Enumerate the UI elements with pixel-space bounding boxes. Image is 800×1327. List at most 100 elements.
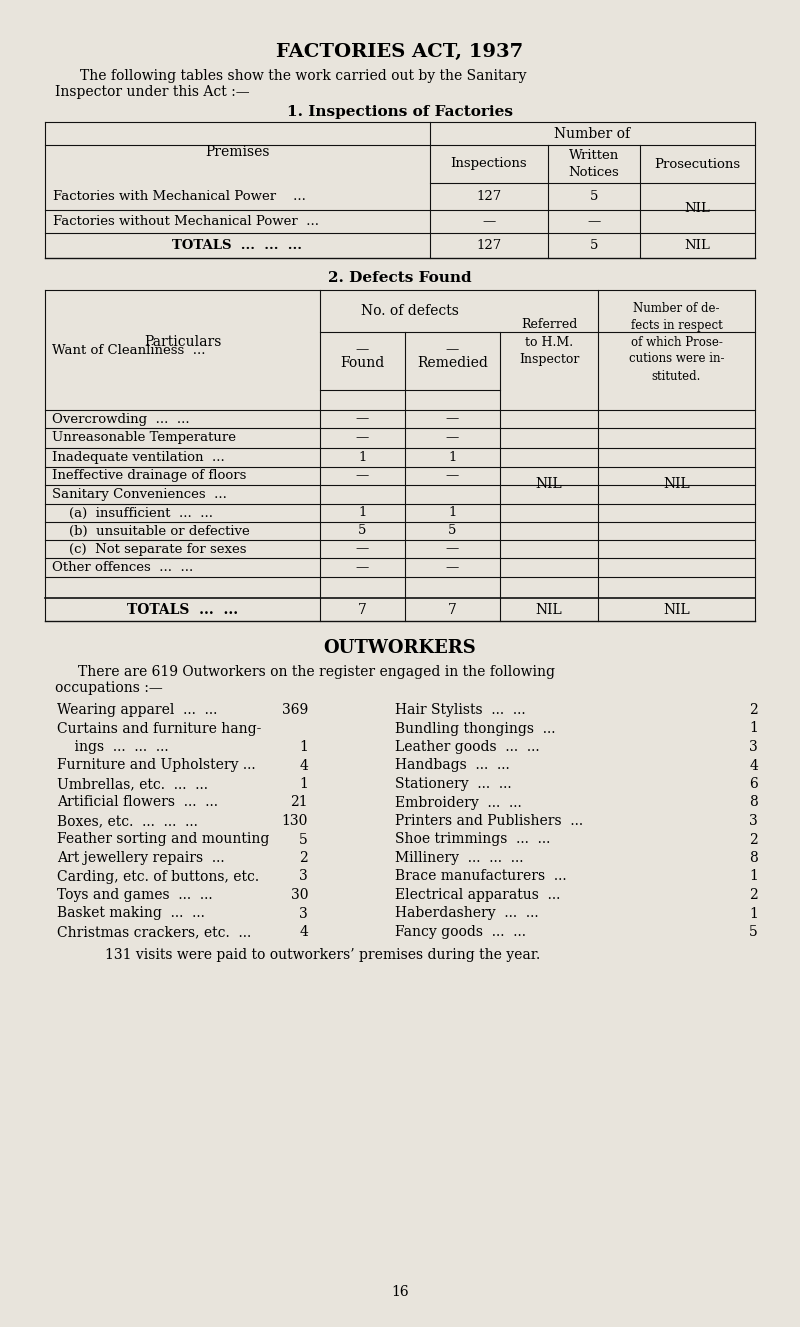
Text: 4: 4 xyxy=(749,759,758,772)
Text: Wearing apparel  ...  ...: Wearing apparel ... ... xyxy=(57,703,218,717)
Text: 4: 4 xyxy=(299,925,308,940)
Text: Toys and games  ...  ...: Toys and games ... ... xyxy=(57,888,213,902)
Text: —: — xyxy=(446,543,459,556)
Text: 5: 5 xyxy=(299,832,308,847)
Text: 1: 1 xyxy=(749,906,758,921)
Text: Factories without Mechanical Power  ...: Factories without Mechanical Power ... xyxy=(53,215,319,228)
Text: NIL: NIL xyxy=(685,202,710,215)
Text: 2: 2 xyxy=(299,851,308,865)
Text: Handbags  ...  ...: Handbags ... ... xyxy=(395,759,510,772)
Text: Curtains and furniture hang-: Curtains and furniture hang- xyxy=(57,722,262,735)
Text: Unreasonable Temperature: Unreasonable Temperature xyxy=(52,431,236,445)
Text: Bundling thongings  ...: Bundling thongings ... xyxy=(395,722,555,735)
Text: Artificial flowers  ...  ...: Artificial flowers ... ... xyxy=(57,795,218,809)
Text: NIL: NIL xyxy=(663,602,690,617)
Text: 5: 5 xyxy=(590,239,598,252)
Text: 4: 4 xyxy=(299,759,308,772)
Text: 3: 3 xyxy=(750,813,758,828)
Text: 16: 16 xyxy=(391,1285,409,1299)
Text: (b)  unsuitable or defective: (b) unsuitable or defective xyxy=(52,524,250,537)
Text: FACTORIES ACT, 1937: FACTORIES ACT, 1937 xyxy=(277,42,523,61)
Text: Factories with Mechanical Power    ...: Factories with Mechanical Power ... xyxy=(53,190,306,203)
Text: NIL: NIL xyxy=(536,602,562,617)
Text: Art jewellery repairs  ...: Art jewellery repairs ... xyxy=(57,851,225,865)
Text: 1. Inspections of Factories: 1. Inspections of Factories xyxy=(287,105,513,119)
Text: —: — xyxy=(356,561,369,575)
Text: Brace manufacturers  ...: Brace manufacturers ... xyxy=(395,869,566,884)
Text: 2: 2 xyxy=(750,703,758,717)
Text: Umbrellas, etc.  ...  ...: Umbrellas, etc. ... ... xyxy=(57,778,208,791)
Text: 131 visits were paid to outworkers’ premises during the year.: 131 visits were paid to outworkers’ prem… xyxy=(105,947,540,962)
Text: NIL: NIL xyxy=(536,476,562,491)
Text: Found: Found xyxy=(340,356,385,370)
Text: There are 619 Outworkers on the register engaged in the following: There are 619 Outworkers on the register… xyxy=(78,665,555,679)
Text: —: — xyxy=(356,470,369,483)
Text: Christmas crackers, etc.  ...: Christmas crackers, etc. ... xyxy=(57,925,251,940)
Text: 1: 1 xyxy=(358,451,366,464)
Text: 7: 7 xyxy=(358,602,367,617)
Text: —: — xyxy=(356,431,369,445)
Text: Hair Stylists  ...  ...: Hair Stylists ... ... xyxy=(395,703,526,717)
Text: Number of de-
fects in respect
of which Prose-
cutions were in-
stituted.: Number of de- fects in respect of which … xyxy=(629,301,724,382)
Text: NIL: NIL xyxy=(685,239,710,252)
Text: 3: 3 xyxy=(299,869,308,884)
Text: Basket making  ...  ...: Basket making ... ... xyxy=(57,906,205,921)
Text: Ineffective drainage of floors: Ineffective drainage of floors xyxy=(52,470,246,483)
Text: 1: 1 xyxy=(448,451,457,464)
Text: Embroidery  ...  ...: Embroidery ... ... xyxy=(395,795,522,809)
Text: 30: 30 xyxy=(290,888,308,902)
Text: OUTWORKERS: OUTWORKERS xyxy=(324,640,476,657)
Text: —: — xyxy=(446,561,459,575)
Text: Leather goods  ...  ...: Leather goods ... ... xyxy=(395,740,540,754)
Text: 2: 2 xyxy=(750,832,758,847)
Text: 1: 1 xyxy=(358,507,366,519)
Text: 130: 130 xyxy=(282,813,308,828)
Text: Number of: Number of xyxy=(554,126,630,141)
Text: 1: 1 xyxy=(749,869,758,884)
Text: TOTALS  ...  ...  ...: TOTALS ... ... ... xyxy=(173,239,302,252)
Text: 127: 127 xyxy=(476,239,502,252)
Text: —: — xyxy=(587,215,601,228)
Text: Other offences  ...  ...: Other offences ... ... xyxy=(52,561,194,575)
Text: —: — xyxy=(356,543,369,556)
Text: —: — xyxy=(446,413,459,426)
Text: —: — xyxy=(356,413,369,426)
Text: 6: 6 xyxy=(750,778,758,791)
Text: 5: 5 xyxy=(590,190,598,203)
Text: NIL: NIL xyxy=(663,476,690,491)
Text: 8: 8 xyxy=(750,795,758,809)
Text: —: — xyxy=(356,344,369,357)
Text: Overcrowding  ...  ...: Overcrowding ... ... xyxy=(52,413,190,426)
Text: 3: 3 xyxy=(750,740,758,754)
Text: 3: 3 xyxy=(299,906,308,921)
Text: —: — xyxy=(482,215,496,228)
Text: Stationery  ...  ...: Stationery ... ... xyxy=(395,778,512,791)
Text: 5: 5 xyxy=(448,524,457,537)
Text: —: — xyxy=(446,344,459,357)
Text: 2. Defects Found: 2. Defects Found xyxy=(328,271,472,285)
Text: 8: 8 xyxy=(750,851,758,865)
Text: 2: 2 xyxy=(750,888,758,902)
Text: —: — xyxy=(446,470,459,483)
Text: Fancy goods  ...  ...: Fancy goods ... ... xyxy=(395,925,526,940)
Text: 5: 5 xyxy=(750,925,758,940)
Text: Electrical apparatus  ...: Electrical apparatus ... xyxy=(395,888,560,902)
Text: Premises: Premises xyxy=(206,146,270,159)
Text: Inspector under this Act :—: Inspector under this Act :— xyxy=(55,85,250,100)
Text: Want of Cleanliness  ...: Want of Cleanliness ... xyxy=(52,344,206,357)
Text: 369: 369 xyxy=(282,703,308,717)
Text: (a)  insufficient  ...  ...: (a) insufficient ... ... xyxy=(52,507,213,519)
Text: The following tables show the work carried out by the Sanitary: The following tables show the work carri… xyxy=(80,69,526,84)
Text: 1: 1 xyxy=(299,740,308,754)
Text: 127: 127 xyxy=(476,190,502,203)
Text: —: — xyxy=(446,431,459,445)
Text: Prosecutions: Prosecutions xyxy=(654,158,741,170)
Text: Inadequate ventilation  ...: Inadequate ventilation ... xyxy=(52,451,225,464)
Text: Remedied: Remedied xyxy=(417,356,488,370)
Text: 5: 5 xyxy=(358,524,366,537)
Text: Furniture and Upholstery ...: Furniture and Upholstery ... xyxy=(57,759,256,772)
Text: 1: 1 xyxy=(749,722,758,735)
Text: 1: 1 xyxy=(299,778,308,791)
Text: 21: 21 xyxy=(290,795,308,809)
Text: 7: 7 xyxy=(448,602,457,617)
